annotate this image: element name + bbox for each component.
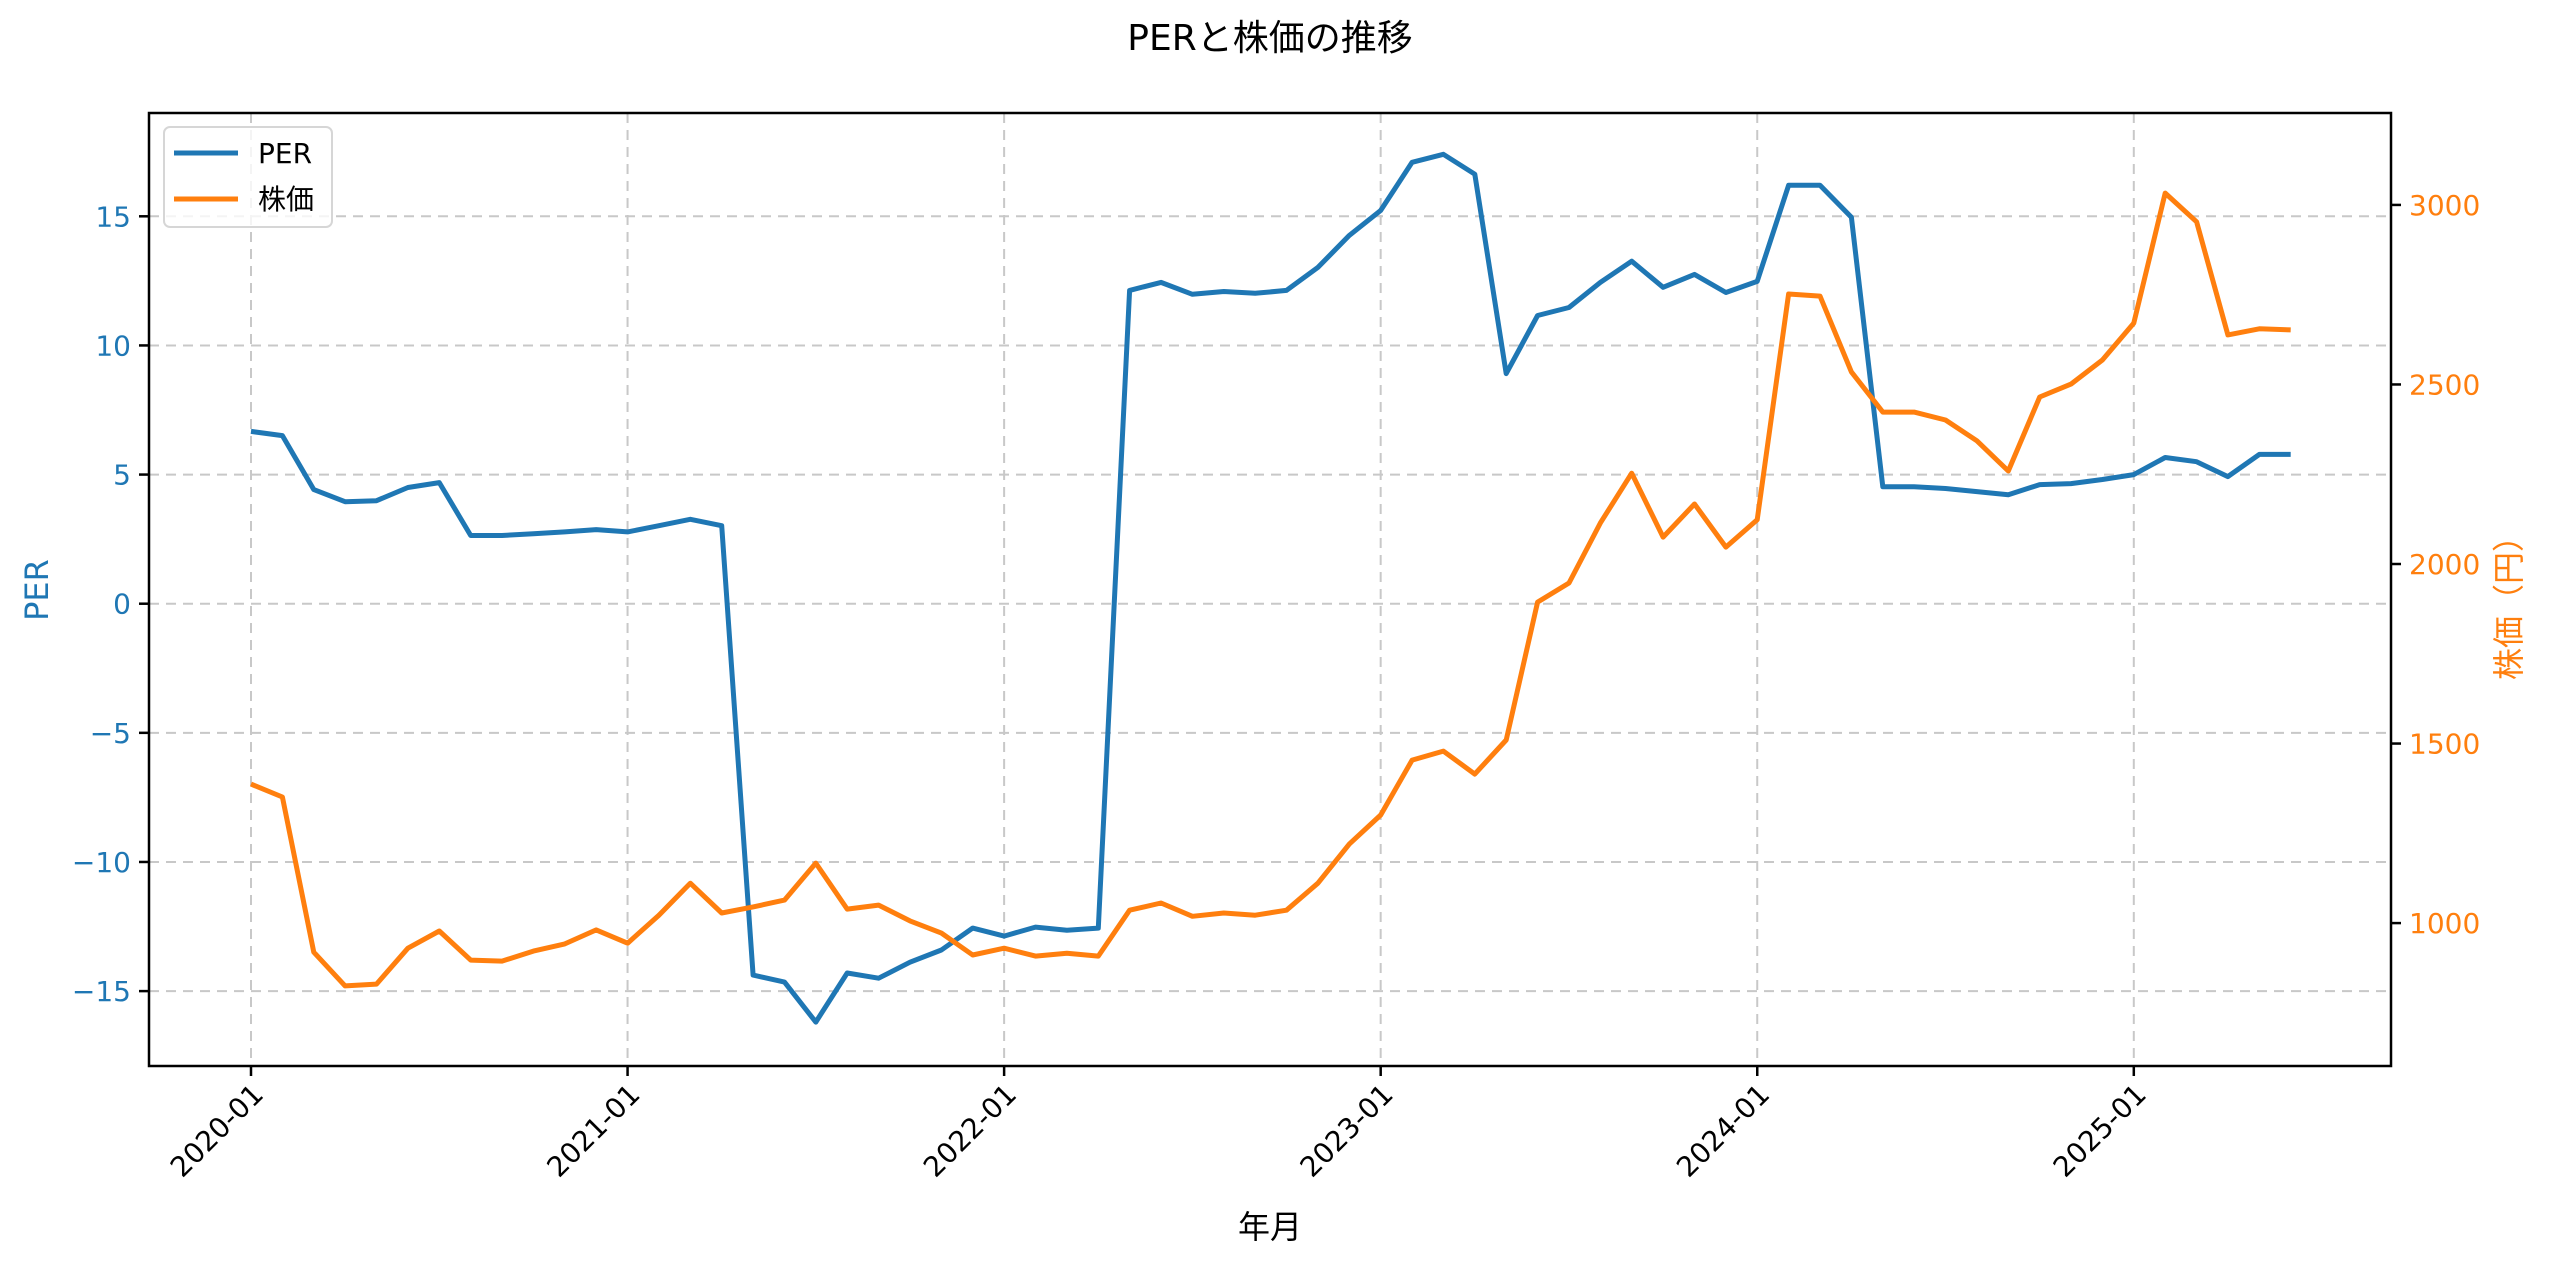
chart-title: PERと株価の推移	[1127, 18, 1412, 59]
x-axis-ticks: 2020-01 2021-01 2022-01 2023-01 2024-01 2025-…	[164, 1066, 2153, 1184]
per-line	[250, 151, 2291, 1025]
left-tick-label: 10	[95, 329, 131, 362]
x-tick-label: 2025-01	[2047, 1078, 2153, 1184]
right-axis-ticks: 1000 1500 2000 2500 3000	[2391, 189, 2480, 940]
left-axis-ticks: −15 −10 −5 0 5 10 15	[72, 200, 149, 1008]
grid-lines	[149, 113, 2391, 1066]
x-tick-label: 2022-01	[917, 1078, 1023, 1184]
x-tick-label: 2020-01	[164, 1078, 270, 1184]
right-tick-label: 1500	[2409, 728, 2480, 761]
left-tick-label: 15	[95, 200, 131, 233]
left-tick-label: −15	[72, 975, 131, 1008]
x-tick-label: 2023-01	[1294, 1078, 1400, 1184]
left-tick-label: −5	[90, 717, 131, 750]
plot-series	[250, 151, 2291, 1025]
left-tick-label: −10	[72, 846, 131, 879]
right-tick-label: 1000	[2409, 907, 2480, 940]
legend-label-stock: 株価	[258, 183, 314, 216]
x-tick-label: 2024-01	[1670, 1078, 1776, 1184]
left-axis-label: PER	[18, 559, 56, 621]
right-tick-label: 2500	[2409, 368, 2480, 401]
left-tick-label: 0	[113, 588, 131, 621]
right-tick-label: 3000	[2409, 189, 2480, 222]
x-axis-label: 年月	[1238, 1208, 1302, 1246]
plot-frame	[147, 111, 2393, 1068]
stock-price-line	[250, 190, 2291, 989]
right-tick-label: 2000	[2409, 548, 2480, 581]
right-axis-label: 株価（円）	[2490, 520, 2528, 680]
left-tick-label: 5	[113, 459, 131, 492]
x-tick-label: 2021-01	[540, 1078, 646, 1184]
legend-label-per: PER	[258, 137, 312, 170]
legend: PER 株価	[163, 126, 333, 228]
